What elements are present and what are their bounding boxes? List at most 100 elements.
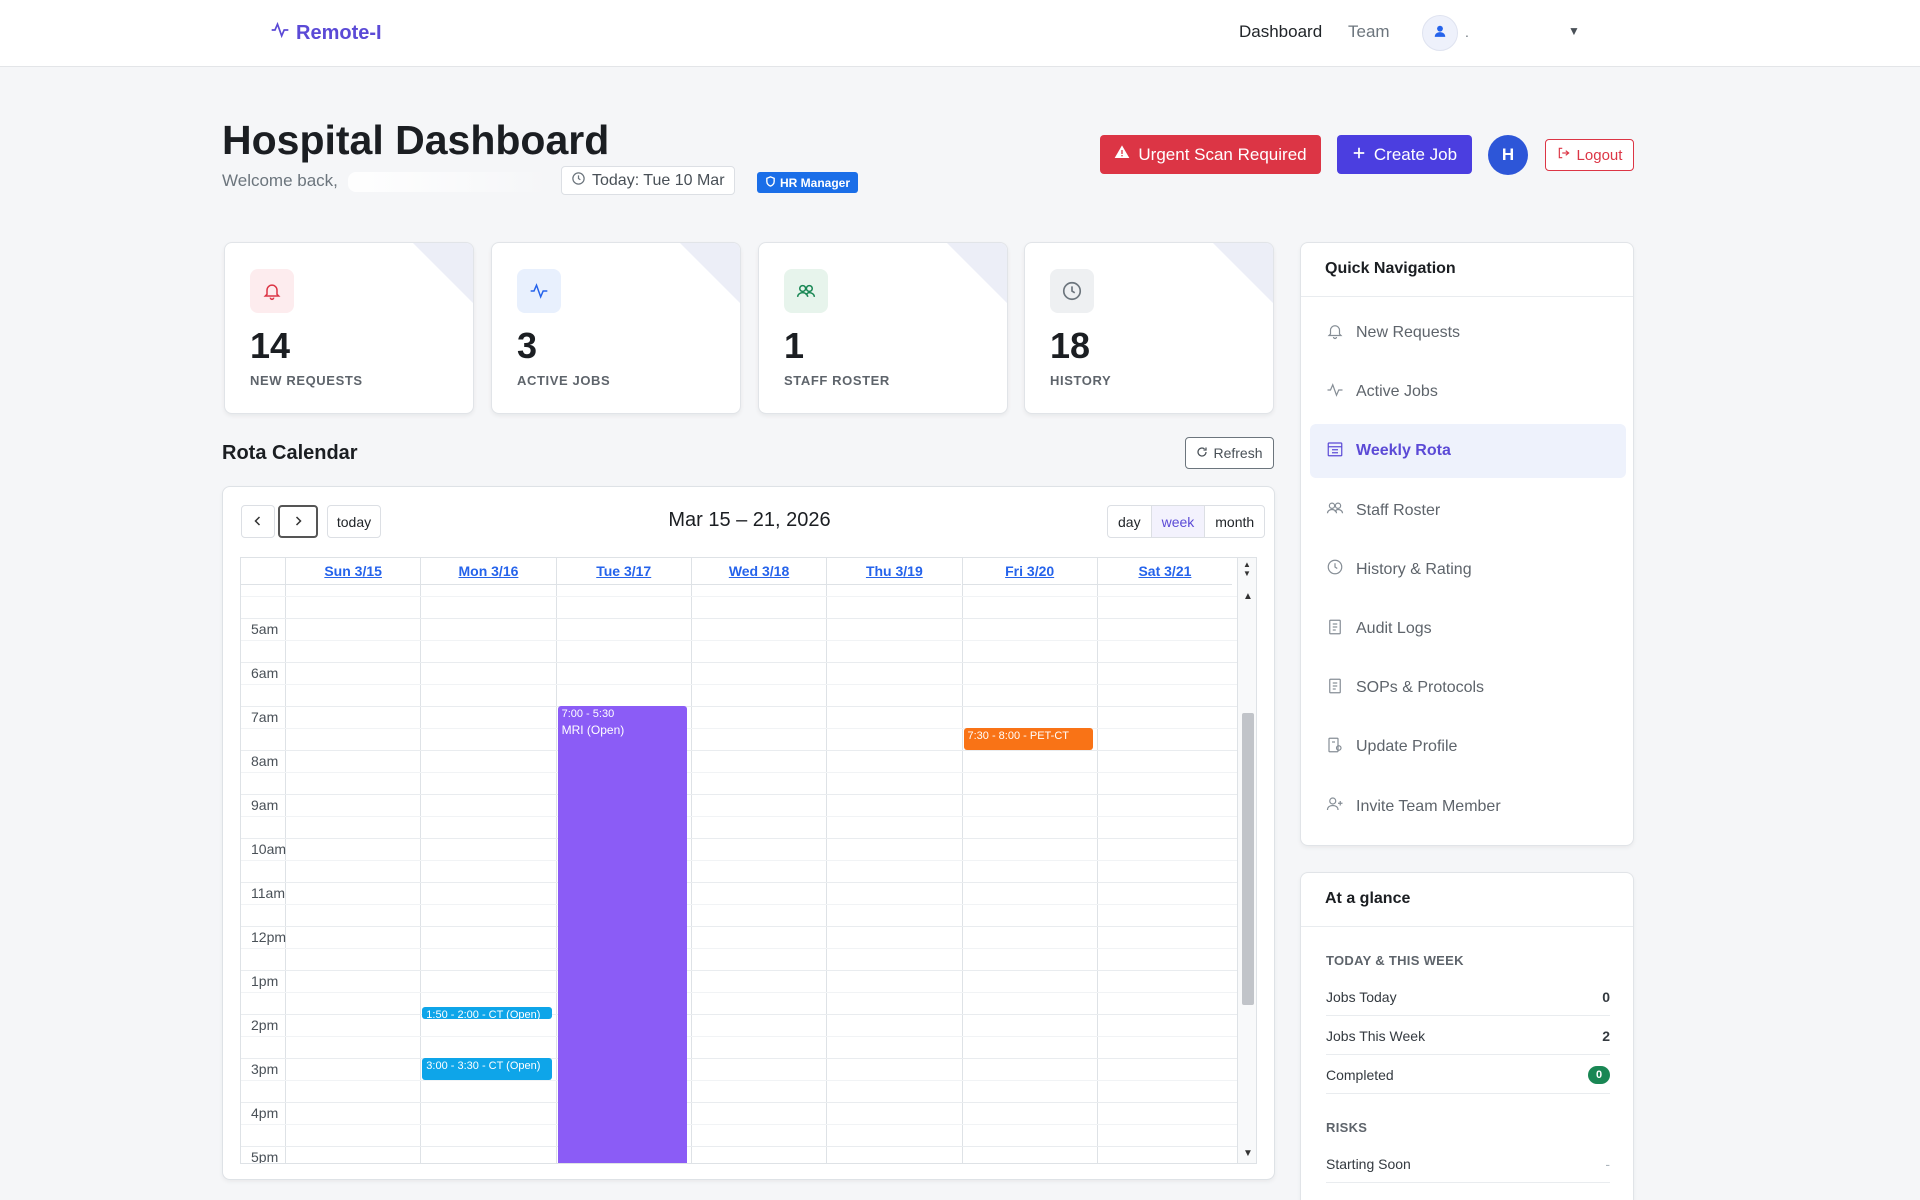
stat-card-active-jobs[interactable]: 3 ACTIVE JOBS [491,242,741,414]
time-slot-line [241,882,1237,883]
nav-dashboard-link[interactable]: Dashboard [1239,22,1323,41]
scroll-thumb[interactable] [1242,713,1254,1005]
day-header[interactable]: Thu 3/19 [826,558,962,585]
scroll-down-icon[interactable]: ▼ [1243,1148,1253,1159]
time-slot-line [241,992,1237,993]
calendar-event[interactable]: 1:50 - 2:00 - CT (Open) [422,1006,552,1019]
prev-week-button[interactable] [241,505,275,538]
role-badge: HR Manager [757,172,859,193]
time-slot-line [241,794,1237,795]
profile-avatar[interactable]: H [1488,135,1528,175]
chevron-down-icon[interactable]: ▼ [1568,24,1580,38]
week-grid: ▲ ▼ ▲ ▼ Sun 3/15 Mon 3/16 Tue 3/17 Wed 3/18… [240,557,1257,1164]
quick-nav-item[interactable]: Update Profile [1310,720,1626,774]
day-column-divider [826,558,828,1163]
users-icon [1326,499,1344,522]
view-month-button[interactable]: month [1215,513,1255,530]
glance-row-jobs-today: Jobs Today 0 [1326,978,1610,1016]
brand-logo[interactable]: Remote-I [270,20,382,46]
quick-nav-label: Audit Logs [1356,620,1432,637]
today-button[interactable]: today [327,505,381,538]
time-label: 7am [251,709,279,725]
create-job-button[interactable]: Create Job [1337,135,1472,174]
event-title: MRI (Open) [561,723,625,737]
day-column-divider [1096,558,1098,1163]
day-column-divider [420,558,422,1163]
time-slot-line [241,1036,1237,1037]
event-time: 1:50 - 2:00 - CT (Open) [426,1008,541,1019]
quick-nav-label: Staff Roster [1356,501,1441,519]
user-avatar[interactable] [1422,15,1458,51]
glance-row-jobs-week: Jobs This Week 2 [1326,1017,1610,1055]
event-time: 7:00 - 5:30 [561,708,615,720]
event-time: 7:30 - 8:00 - PET-CT [967,730,1069,742]
scroll-down-small-icon: ▼ [1243,569,1251,578]
day-header[interactable]: Sun 3/15 [285,558,421,585]
quick-nav-item[interactable]: Audit Logs [1310,602,1626,656]
day-header[interactable]: Sat 3/21 [1096,558,1233,585]
time-slot-line [241,1014,1237,1015]
day-header[interactable]: Tue 3/17 [555,558,691,585]
time-slot-line [241,948,1237,949]
calendar-scrollbar[interactable]: ▲ ▼ ▲ ▼ [1237,558,1256,1163]
scroll-up-small-icon: ▲ [1243,560,1251,569]
glance-section-today: TODAY & THIS WEEK [1326,953,1464,968]
time-slot-line [241,838,1237,839]
at-a-glance-title: At a glance [1301,873,1633,927]
day-header[interactable]: Mon 3/16 [420,558,556,585]
view-week-button[interactable]: week [1151,506,1206,537]
today-date-pill: Today: Tue 10 Mar [561,166,735,195]
quick-nav-item[interactable]: Active Jobs [1310,365,1626,419]
time-slot-line [241,728,1237,729]
quick-nav-label: Active Jobs [1356,383,1438,401]
day-header[interactable]: Wed 3/18 [690,558,827,585]
quick-nav-item[interactable]: Invite Team Member [1310,780,1626,834]
stat-card-history[interactable]: 18 HISTORY [1024,242,1274,414]
time-slot-line [241,1146,1237,1147]
card-decoration [680,243,740,303]
time-slot-line [241,684,1237,685]
next-week-button[interactable] [278,505,318,538]
activity-icon [1326,381,1344,404]
refresh-button[interactable]: Refresh [1185,437,1274,469]
page-title: Hospital Dashboard [222,117,610,163]
nav-team-link[interactable]: Team [1348,22,1390,41]
time-label: 2pm [251,1017,279,1033]
time-slot-line [241,926,1237,927]
card-decoration [413,243,473,303]
quick-nav-label: Update Profile [1356,738,1458,756]
time-label: 1pm [251,973,279,989]
calendar-event[interactable]: 7:00 - 5:30 MRI (Open) [557,706,687,1163]
time-label: 4pm [251,1105,279,1121]
quick-nav-item[interactable]: New Requests [1310,306,1626,360]
logout-button[interactable]: Logout [1545,139,1634,171]
day-header[interactable]: Fri 3/20 [961,558,1097,585]
stat-card-staff-roster[interactable]: 1 STAFF ROSTER [758,242,1008,414]
time-label: 11am [251,885,285,901]
welcome-text: Welcome back, [222,171,338,190]
glance-row-value: 2 [1602,1027,1610,1044]
calendar-event[interactable]: 3:00 - 3:30 - CT (Open) [422,1058,552,1080]
calendar-card: today Mar 15 – 21, 2026 day week month ▲… [222,486,1275,1180]
bell-icon [250,269,294,313]
day-column-divider [961,558,963,1163]
quick-nav-item[interactable]: SOPs & Protocols [1310,661,1626,715]
calendar-icon [1326,440,1344,463]
card-decoration [1213,243,1273,303]
logout-label: Logout [1576,146,1623,164]
urgent-scan-button[interactable]: Urgent Scan Required [1100,135,1321,174]
stat-label: ACTIVE JOBS [517,373,611,388]
calendar-event[interactable]: 7:30 - 8:00 - PET-CT [963,728,1093,750]
scroll-up-icon[interactable]: ▲ [1243,591,1253,602]
time-slot-line [241,640,1237,641]
time-slot-line [241,772,1237,773]
quick-nav-item[interactable]: History & Rating [1310,543,1626,597]
quick-nav-item[interactable]: Weekly Rota [1310,424,1626,479]
quick-nav-item[interactable]: Staff Roster [1310,484,1626,538]
quick-nav-label: Weekly Rota [1356,442,1451,460]
stat-card-new-requests[interactable]: 14 NEW REQUESTS [224,242,474,414]
completed-badge: 0 [1588,1065,1610,1084]
clock-icon [1050,269,1094,313]
view-day-button[interactable]: day [1108,506,1152,537]
glance-row-value: 0 [1602,988,1610,1005]
